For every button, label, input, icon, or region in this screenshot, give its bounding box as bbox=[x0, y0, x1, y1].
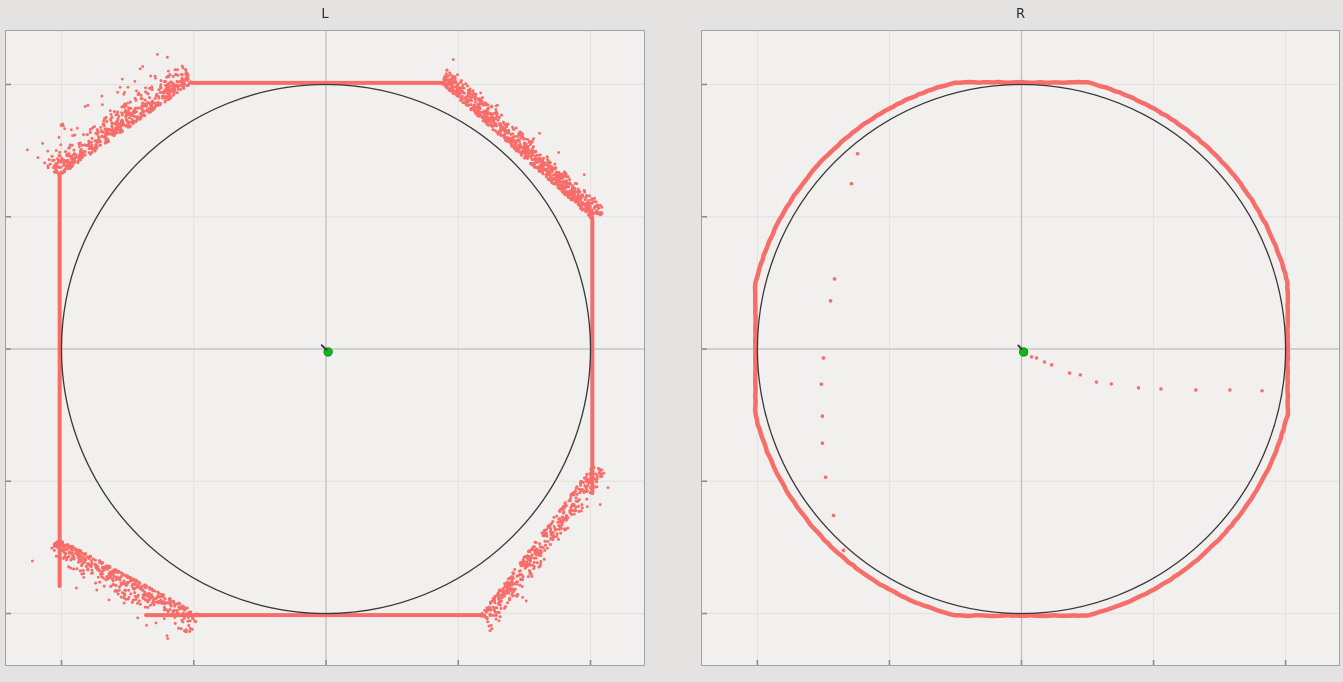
right-stick-plot-canvas bbox=[702, 31, 1339, 665]
left-stick-plot-panel bbox=[5, 30, 645, 666]
axis-ticks-layer bbox=[6, 83, 592, 665]
left-stick-plot-canvas bbox=[6, 31, 644, 665]
reference-circle-layer bbox=[756, 83, 1287, 615]
center-marker-streak bbox=[1017, 344, 1023, 350]
center-marker-layer bbox=[320, 344, 333, 357]
right-stick-title: R bbox=[1015, 7, 1026, 22]
axis-ticks-layer bbox=[702, 83, 1287, 665]
reference-circle-layer bbox=[60, 83, 592, 615]
center-marker-streak bbox=[320, 344, 328, 351]
sample-points-layer bbox=[819, 151, 1264, 553]
right-stick-plot-panel bbox=[701, 30, 1340, 666]
center-marker-layer bbox=[1017, 344, 1029, 357]
stick-range-trace-layer bbox=[752, 79, 1291, 619]
stick-range-trace-layer bbox=[25, 53, 610, 640]
left-stick-title: L bbox=[321, 7, 329, 22]
